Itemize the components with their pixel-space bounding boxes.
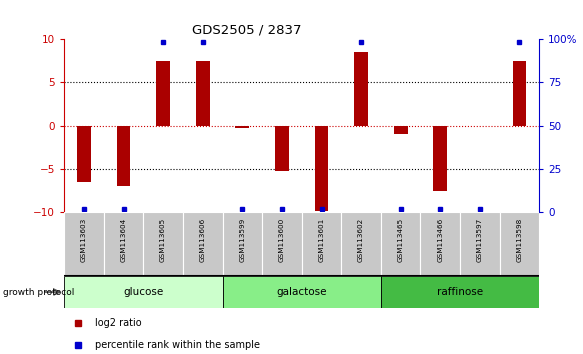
Bar: [223, 276, 381, 308]
Bar: [500, 212, 539, 276]
Text: GSM113600: GSM113600: [279, 217, 285, 262]
Bar: [381, 212, 420, 276]
Text: GDS2505 / 2837: GDS2505 / 2837: [192, 23, 302, 36]
Bar: [77, 126, 91, 182]
Bar: [64, 276, 223, 308]
Text: raffinose: raffinose: [437, 287, 483, 297]
Text: GSM113603: GSM113603: [81, 217, 87, 262]
Text: percentile rank within the sample: percentile rank within the sample: [95, 339, 260, 350]
Bar: [236, 126, 250, 128]
Bar: [143, 212, 183, 276]
Text: log2 ratio: log2 ratio: [95, 318, 142, 329]
Bar: [512, 61, 526, 126]
Text: GSM113604: GSM113604: [121, 217, 127, 262]
Text: galactose: galactose: [276, 287, 327, 297]
Bar: [302, 212, 341, 276]
Bar: [420, 212, 460, 276]
Text: GSM113598: GSM113598: [517, 217, 522, 262]
Text: GSM113466: GSM113466: [437, 217, 443, 262]
Text: GSM113606: GSM113606: [200, 217, 206, 262]
Bar: [156, 61, 170, 126]
Bar: [262, 212, 302, 276]
Text: GSM113605: GSM113605: [160, 217, 166, 262]
Bar: [196, 61, 210, 126]
Text: GSM113465: GSM113465: [398, 217, 403, 262]
Text: GSM113599: GSM113599: [239, 217, 245, 262]
Bar: [183, 212, 223, 276]
Bar: [104, 212, 143, 276]
Text: GSM113601: GSM113601: [318, 217, 325, 262]
Bar: [315, 126, 328, 211]
Text: GSM113597: GSM113597: [477, 217, 483, 262]
Text: GSM113602: GSM113602: [358, 217, 364, 262]
Bar: [275, 126, 289, 171]
Bar: [460, 212, 500, 276]
Bar: [64, 212, 104, 276]
Bar: [354, 52, 368, 126]
Bar: [381, 276, 539, 308]
Bar: [223, 212, 262, 276]
Bar: [394, 126, 408, 135]
Bar: [433, 126, 447, 191]
Bar: [341, 212, 381, 276]
Text: growth protocol: growth protocol: [3, 287, 74, 297]
Bar: [117, 126, 131, 187]
Text: glucose: glucose: [123, 287, 163, 297]
